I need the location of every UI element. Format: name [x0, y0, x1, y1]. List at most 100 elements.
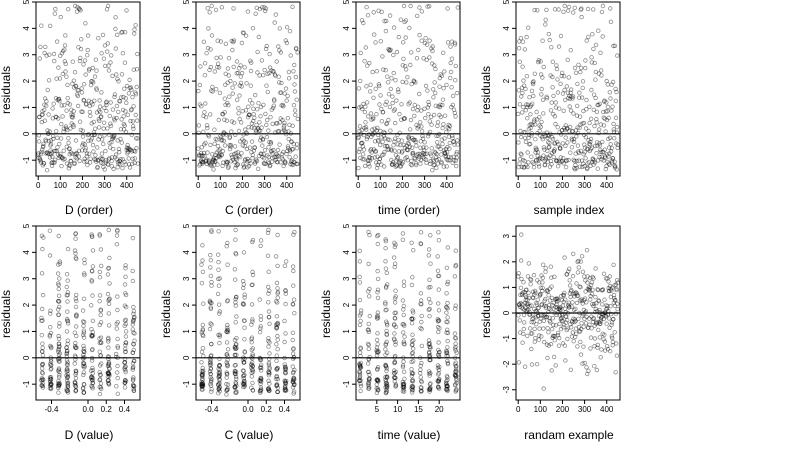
data-point [290, 301, 295, 307]
data-point [238, 74, 243, 79]
data-point [242, 65, 247, 70]
data-point [407, 127, 413, 132]
data-point [598, 147, 603, 153]
data-point [587, 148, 592, 154]
data-point [113, 26, 118, 32]
x-tick-label: 0 [516, 181, 521, 190]
data-point [224, 387, 230, 392]
data-point [68, 158, 74, 164]
data-point [216, 375, 221, 380]
data-point [50, 116, 55, 121]
data-point [547, 302, 552, 308]
data-point [579, 326, 584, 332]
data-point [403, 156, 408, 161]
data-point [130, 383, 136, 388]
data-point [569, 137, 575, 143]
data-point [266, 154, 271, 160]
data-point [216, 117, 221, 123]
data-point [413, 160, 419, 166]
data-point [286, 145, 291, 151]
data-point [595, 140, 600, 145]
data-point [236, 106, 241, 111]
data-point [412, 113, 417, 119]
data-point [121, 121, 126, 127]
data-point [255, 49, 260, 55]
data-point [589, 326, 594, 331]
data-point [431, 162, 436, 168]
data-point [577, 164, 583, 169]
data-point [128, 107, 134, 113]
data-point [366, 380, 371, 386]
data-point [444, 380, 449, 386]
data-point [358, 381, 363, 387]
data-point [546, 140, 551, 145]
data-point [268, 163, 273, 168]
data-point [557, 160, 562, 165]
data-point [357, 371, 363, 376]
data-point [560, 311, 565, 316]
data-point [435, 324, 441, 330]
panel-d-order: residuals D (order) [0, 66, 113, 217]
data-point [435, 319, 441, 324]
data-point [518, 134, 524, 140]
data-point [573, 306, 578, 312]
data-point [247, 112, 252, 118]
data-point [131, 388, 137, 393]
data-point [602, 98, 607, 103]
data-point [208, 305, 213, 310]
data-point [291, 141, 296, 147]
data-point [527, 94, 532, 100]
data-point [233, 381, 239, 386]
y-tick-label: 2 [502, 259, 511, 264]
data-point [125, 142, 130, 148]
data-point [97, 377, 103, 382]
data-point [51, 101, 56, 106]
data-point [48, 138, 54, 143]
y-tick-label: 5 [342, 0, 351, 4]
data-point [357, 128, 362, 134]
data-point [534, 147, 539, 152]
data-point [446, 134, 452, 139]
data-point [244, 130, 249, 135]
data-point [73, 388, 79, 393]
data-point [72, 161, 77, 167]
data-point [576, 316, 581, 322]
data-point [595, 342, 600, 348]
data-point [199, 383, 204, 388]
data-point [435, 384, 441, 389]
data-point [72, 160, 77, 166]
data-point [80, 363, 86, 369]
panel-random-example: residuals randam example [479, 290, 614, 442]
data-point [56, 378, 61, 384]
data-point [610, 335, 615, 341]
data-point [201, 150, 207, 156]
data-point [521, 165, 526, 170]
data-point [561, 9, 566, 14]
data-point [369, 155, 375, 161]
data-point [241, 382, 246, 387]
x-tick-label: 300 [578, 405, 592, 414]
data-point [601, 337, 606, 342]
data-point [200, 153, 206, 158]
data-point [81, 352, 86, 358]
data-point [443, 154, 448, 160]
data-point [39, 149, 44, 155]
data-point [453, 367, 459, 372]
data-point [230, 85, 235, 90]
data-point [398, 163, 404, 169]
plot-frame [355, 1, 461, 177]
data-point [94, 110, 100, 115]
data-point [558, 33, 564, 39]
data-point [100, 32, 106, 38]
data-point [81, 328, 87, 333]
data-point [219, 152, 224, 158]
data-point [410, 151, 415, 156]
data-point [575, 270, 581, 275]
data-point [112, 94, 117, 100]
data-point [49, 160, 54, 165]
data-point [426, 247, 432, 252]
data-point [41, 141, 46, 146]
data-point [56, 366, 62, 371]
data-point [374, 314, 380, 320]
data-point [579, 298, 585, 304]
